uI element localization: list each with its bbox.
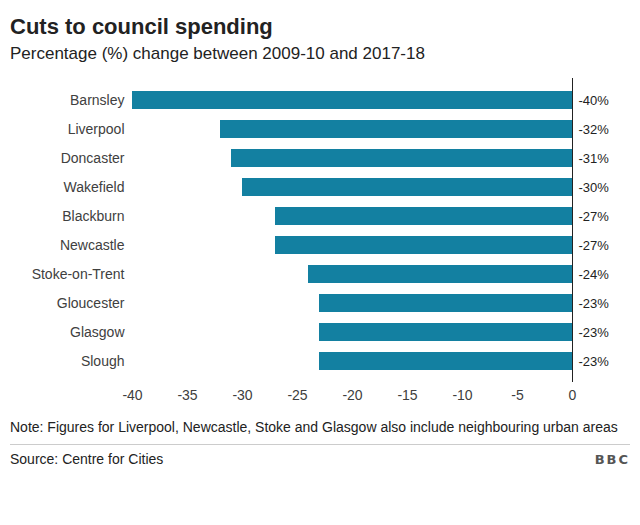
svg-text:Glasgow: Glasgow: [70, 324, 125, 340]
svg-text:-20: -20: [342, 387, 362, 403]
svg-text:Liverpool: Liverpool: [68, 121, 125, 137]
svg-text:-23%: -23%: [579, 354, 610, 369]
svg-text:-30%: -30%: [579, 180, 610, 195]
svg-text:Wakefield: Wakefield: [64, 179, 125, 195]
html-text:Percentage (%) change between: Percentage (%) change between 2009-10 an…: [10, 44, 425, 63]
svg-text:-30: -30: [232, 387, 252, 403]
svg-text:-35: -35: [177, 387, 197, 403]
svg-text:-31%: -31%: [579, 151, 610, 166]
svg-text:-15: -15: [397, 387, 417, 403]
svg-text:-24%: -24%: [579, 267, 610, 282]
svg-text:Blackburn: Blackburn: [62, 208, 124, 224]
svg-text:-40%: -40%: [579, 93, 610, 108]
svg-text:Stoke-on-Trent: Stoke-on-Trent: [32, 266, 125, 282]
svg-text:-27%: -27%: [579, 209, 610, 224]
svg-text:0: 0: [569, 387, 577, 403]
html-text:Source: Centre for Cities: Source: Centre for Cities: [10, 451, 164, 467]
svg-text:Slough: Slough: [81, 353, 125, 369]
svg-text:Gloucester: Gloucester: [57, 295, 125, 311]
svg-text:-40: -40: [122, 387, 142, 403]
html-text:Note: Figures for Liverpool, N: Note: Figures for Liverpool, Newcastle, …: [10, 419, 618, 435]
svg-text:-23%: -23%: [579, 325, 610, 340]
html-text:Cuts to council spending: Cuts to council spending: [10, 14, 273, 39]
svg-text:Barnsley: Barnsley: [70, 92, 124, 108]
svg-text:Newcastle: Newcastle: [60, 237, 125, 253]
svg-text:-23%: -23%: [579, 296, 610, 311]
html-text:BBC: BBC: [594, 451, 630, 467]
svg-text:-25: -25: [287, 387, 307, 403]
svg-text:-5: -5: [511, 387, 524, 403]
svg-text:-32%: -32%: [579, 122, 610, 137]
svg-text:-10: -10: [452, 387, 472, 403]
svg-text:-27%: -27%: [579, 238, 610, 253]
svg-text:Doncaster: Doncaster: [61, 150, 125, 166]
